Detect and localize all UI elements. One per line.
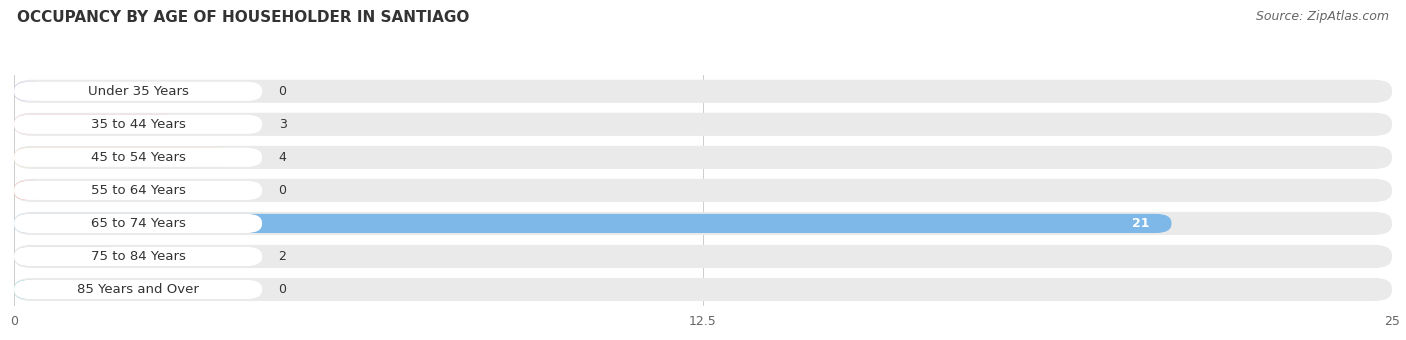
Text: 65 to 74 Years: 65 to 74 Years bbox=[90, 217, 186, 230]
Text: 21: 21 bbox=[1132, 217, 1150, 230]
FancyBboxPatch shape bbox=[14, 247, 262, 266]
Text: Source: ZipAtlas.com: Source: ZipAtlas.com bbox=[1256, 10, 1389, 23]
FancyBboxPatch shape bbox=[14, 82, 262, 101]
FancyBboxPatch shape bbox=[14, 212, 1392, 235]
FancyBboxPatch shape bbox=[14, 278, 1392, 301]
FancyBboxPatch shape bbox=[14, 82, 48, 101]
FancyBboxPatch shape bbox=[14, 80, 1392, 103]
FancyBboxPatch shape bbox=[14, 148, 235, 167]
Text: 75 to 84 Years: 75 to 84 Years bbox=[90, 250, 186, 263]
Text: 0: 0 bbox=[278, 283, 287, 296]
FancyBboxPatch shape bbox=[14, 181, 262, 200]
FancyBboxPatch shape bbox=[14, 214, 1171, 233]
FancyBboxPatch shape bbox=[14, 113, 1392, 136]
FancyBboxPatch shape bbox=[14, 115, 262, 134]
Text: 45 to 54 Years: 45 to 54 Years bbox=[90, 151, 186, 164]
Text: 4: 4 bbox=[278, 151, 287, 164]
FancyBboxPatch shape bbox=[14, 115, 180, 134]
FancyBboxPatch shape bbox=[14, 280, 262, 299]
FancyBboxPatch shape bbox=[14, 181, 48, 200]
FancyBboxPatch shape bbox=[14, 280, 48, 299]
Text: 2: 2 bbox=[278, 250, 287, 263]
Text: 0: 0 bbox=[278, 85, 287, 98]
FancyBboxPatch shape bbox=[14, 214, 262, 233]
FancyBboxPatch shape bbox=[14, 245, 1392, 268]
Text: 3: 3 bbox=[278, 118, 287, 131]
Text: 55 to 64 Years: 55 to 64 Years bbox=[90, 184, 186, 197]
Text: 35 to 44 Years: 35 to 44 Years bbox=[90, 118, 186, 131]
FancyBboxPatch shape bbox=[14, 179, 1392, 202]
FancyBboxPatch shape bbox=[14, 146, 1392, 169]
Text: OCCUPANCY BY AGE OF HOUSEHOLDER IN SANTIAGO: OCCUPANCY BY AGE OF HOUSEHOLDER IN SANTI… bbox=[17, 10, 470, 25]
FancyBboxPatch shape bbox=[14, 148, 262, 167]
Text: 85 Years and Over: 85 Years and Over bbox=[77, 283, 200, 296]
FancyBboxPatch shape bbox=[14, 247, 124, 266]
Text: Under 35 Years: Under 35 Years bbox=[87, 85, 188, 98]
Text: 0: 0 bbox=[278, 184, 287, 197]
